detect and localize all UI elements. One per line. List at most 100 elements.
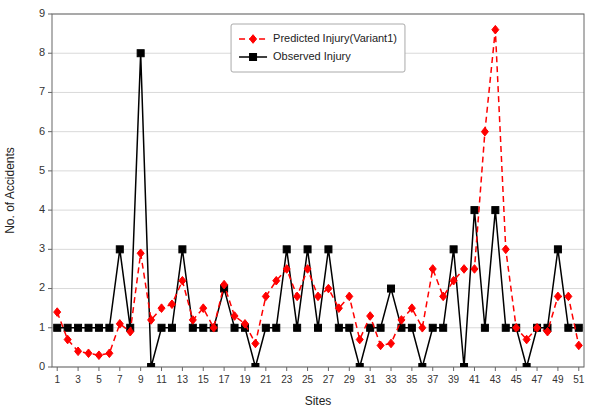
x-tick: [265, 367, 266, 371]
point: [85, 349, 92, 358]
legend-item: Predicted Injury(Variant1): [239, 32, 397, 44]
x-tick-label: 45: [511, 374, 523, 385]
y-tick: [48, 249, 52, 250]
y-tick-label: 1: [39, 321, 45, 333]
point: [388, 285, 395, 292]
point: [513, 323, 520, 332]
x-tick-label: 41: [469, 374, 481, 385]
point: [127, 327, 134, 336]
point: [377, 341, 384, 350]
point: [388, 339, 395, 348]
point: [419, 323, 426, 332]
point: [231, 324, 238, 331]
point: [273, 276, 280, 285]
y-tick: [48, 131, 52, 132]
x-tick: [391, 367, 392, 371]
point: [54, 308, 61, 317]
point: [179, 246, 186, 253]
point: [64, 324, 71, 331]
point: [168, 300, 175, 309]
point: [534, 323, 541, 332]
x-tick-label: 11: [156, 374, 167, 385]
grid-line: [52, 170, 584, 171]
legend-marker: [250, 35, 257, 44]
x-tick-label: 25: [302, 374, 314, 385]
point: [440, 292, 447, 301]
point: [95, 351, 102, 360]
y-tick-label: 0: [39, 360, 45, 372]
point: [283, 265, 290, 274]
x-tick-label: 37: [427, 374, 439, 385]
x-tick: [432, 367, 433, 371]
x-tick: [537, 367, 538, 371]
x-tick: [78, 367, 79, 371]
x-tick-label: 13: [177, 374, 189, 385]
x-tick-label: 51: [573, 374, 585, 385]
point: [315, 292, 322, 301]
point: [168, 324, 175, 331]
x-tick-label: 43: [490, 374, 502, 385]
point: [554, 246, 561, 253]
x-tick: [57, 367, 58, 371]
point: [304, 246, 311, 253]
legend-label: Observed Injury: [273, 50, 351, 62]
x-tick: [474, 367, 475, 371]
point: [554, 292, 561, 301]
point: [179, 276, 186, 285]
y-tick-label: 7: [39, 85, 45, 97]
x-tick-label: 49: [552, 374, 564, 385]
y-tick: [48, 327, 52, 328]
x-tick: [224, 367, 225, 371]
point: [106, 324, 113, 331]
point: [252, 339, 259, 348]
point: [450, 276, 457, 285]
point: [461, 364, 468, 368]
x-tick-label: 47: [531, 374, 543, 385]
x-tick-label: 23: [281, 374, 293, 385]
legend-item: Observed Injury: [239, 50, 351, 62]
series: [54, 25, 583, 359]
point: [294, 292, 301, 301]
point: [210, 324, 217, 331]
point: [492, 207, 499, 214]
x-tick: [286, 367, 287, 371]
x-tick: [516, 367, 517, 371]
point: [523, 364, 530, 368]
point: [64, 335, 71, 344]
x-tick-label: 9: [138, 374, 144, 385]
x-tick-label: 33: [385, 374, 397, 385]
point: [335, 304, 342, 313]
point: [502, 245, 509, 254]
y-tick-label: 6: [39, 125, 45, 137]
point: [471, 265, 478, 274]
grid-line: [52, 92, 584, 93]
x-tick-label: 15: [198, 374, 210, 385]
y-tick-label: 5: [39, 164, 45, 176]
point: [189, 324, 196, 331]
plot-frame: [52, 14, 584, 367]
y-tick: [48, 53, 52, 54]
x-tick-label: 27: [323, 374, 335, 385]
point: [200, 304, 207, 313]
point: [356, 364, 363, 368]
x-tick: [411, 367, 412, 371]
x-tick-label: 39: [448, 374, 460, 385]
y-tick-label: 8: [39, 46, 45, 58]
point: [116, 320, 123, 329]
point: [429, 265, 436, 274]
y-tick: [48, 92, 52, 93]
point: [116, 246, 123, 253]
point: [544, 327, 551, 336]
x-tick-label: 7: [117, 374, 123, 385]
x-tick: [98, 367, 99, 371]
point: [440, 324, 447, 331]
x-tick: [453, 367, 454, 371]
x-tick-label: 21: [260, 374, 272, 385]
point: [450, 246, 457, 253]
point: [54, 324, 61, 331]
point: [325, 246, 332, 253]
point: [158, 304, 165, 313]
plot-area: [54, 25, 583, 367]
y-tick: [48, 170, 52, 171]
series-line: [57, 30, 579, 356]
